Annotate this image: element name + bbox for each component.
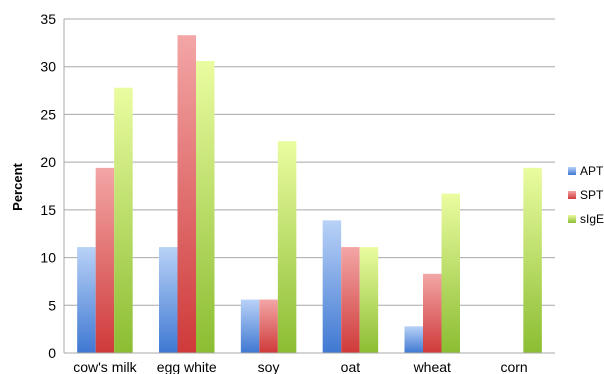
bar-apt-1: [159, 247, 178, 353]
bar-sige-0: [114, 87, 133, 354]
legend: APT SPT sIgE: [568, 164, 604, 226]
legend-label-spt: SPT: [580, 188, 604, 202]
bar-apt-3: [322, 220, 342, 353]
x-tick-label: soy: [258, 359, 280, 374]
gridlines: [64, 18, 555, 354]
bar-spt-2: [259, 299, 278, 353]
y-axis-title: Percent: [10, 162, 25, 210]
bar-sige-5: [523, 167, 542, 353]
y-tick-label: 35: [40, 11, 56, 27]
bar-apt-0: [77, 247, 96, 353]
bar-sige-4: [441, 193, 460, 353]
legend-label-sige: sIgE: [580, 212, 604, 226]
bar-spt-1: [177, 35, 196, 353]
legend-swatch-spt: [568, 191, 576, 199]
bar-spt-0: [95, 167, 115, 353]
y-tick-label: 25: [40, 106, 56, 122]
axes: 0 5 10 15 20 25 30 35 cow's milk egg white soy oat w…: [40, 11, 555, 374]
x-tick-label: egg white: [157, 359, 217, 374]
legend-label-apt: APT: [580, 164, 604, 178]
legend-swatch-apt: [568, 167, 576, 175]
x-tick-label: cow's milk: [73, 359, 137, 374]
bar-spt-3: [341, 247, 360, 353]
bar-apt-2: [240, 299, 260, 353]
bar-apt-4: [404, 326, 423, 353]
bar-sige-2: [277, 141, 297, 353]
y-tick-label: 5: [48, 297, 56, 313]
bar-sige-3: [359, 247, 379, 353]
bars: [77, 35, 542, 354]
bar-sige-1: [196, 60, 215, 353]
legend-swatch-sige: [568, 215, 576, 223]
y-tick-label: 20: [40, 154, 56, 170]
x-tick-label: corn: [500, 359, 527, 374]
y-tick-label: 30: [40, 59, 56, 75]
bar-spt-4: [423, 273, 442, 353]
y-tick-label: 15: [40, 202, 56, 218]
y-tick-label: 10: [40, 250, 56, 266]
x-tick-label: wheat: [413, 359, 451, 374]
x-tick-label: oat: [341, 359, 361, 374]
y-tick-label: 0: [48, 345, 56, 361]
